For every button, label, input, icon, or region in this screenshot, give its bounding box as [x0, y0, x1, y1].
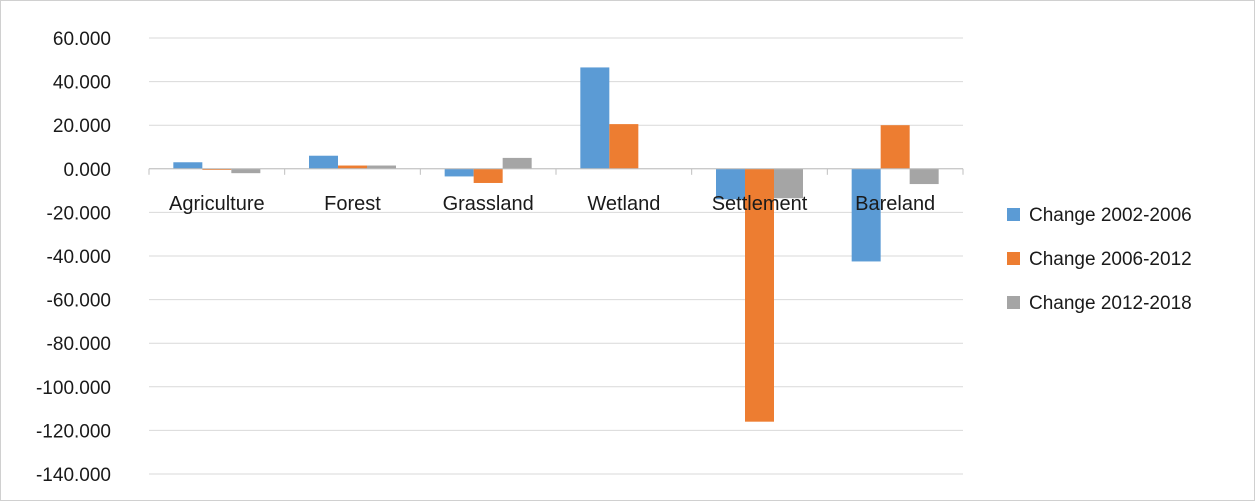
y-tick-label: 60.000 [53, 29, 111, 50]
category-label: Grassland [443, 193, 534, 215]
bar-forest-series-3 [367, 165, 396, 169]
bar-forest-series-2 [338, 165, 367, 169]
bars [173, 67, 939, 422]
y-tick-label: -120.000 [36, 421, 111, 442]
y-axis-tick-labels: 60.000 40.000 20.000 0.000 -20.000 -40.000 -60… [36, 29, 111, 486]
y-tick-label: -20.000 [47, 203, 111, 224]
bar-wetland-series-1 [580, 67, 610, 169]
y-tick-label: -60.000 [47, 291, 111, 312]
bar-bareland-series-2 [880, 125, 910, 169]
category-label: Wetland [587, 193, 660, 215]
y-tick-label: -80.000 [47, 334, 111, 355]
bar-agriculture-series-3 [231, 168, 261, 174]
y-tick-label: -140.000 [36, 465, 111, 486]
legend-swatch [1007, 252, 1020, 265]
gridlines [149, 37, 963, 475]
legend: Change 2002-2006 Change 2006-2012 Change 2… [1007, 205, 1192, 314]
legend-swatch [1007, 208, 1020, 221]
bar-bareland-series-3 [909, 168, 939, 185]
bar-settlement-series-3 [774, 168, 803, 199]
x-axis-category-labels: Agriculture Forest Grassland Wetland Settlem… [169, 193, 935, 215]
category-label: Agriculture [169, 193, 265, 215]
bar-grassland-series-2 [473, 168, 503, 183]
bar-grassland-series-1 [444, 168, 474, 177]
category-label: Forest [324, 193, 381, 215]
bar-settlement-series-2 [745, 168, 774, 422]
y-tick-label: 20.000 [53, 116, 111, 137]
y-tick-label: 40.000 [53, 73, 111, 94]
y-tick-label: -100.000 [36, 378, 111, 399]
bar-grassland-series-3 [502, 157, 532, 169]
legend-label: Change 2006-2012 [1029, 249, 1192, 270]
bar-forest-series-1 [309, 155, 338, 169]
bar-settlement-series-1 [716, 168, 745, 200]
legend-label: Change 2012-2018 [1029, 293, 1192, 314]
category-label: Settlement [712, 193, 808, 215]
x-axis [148, 168, 964, 175]
legend-swatch [1007, 296, 1020, 309]
y-tick-label: -40.000 [47, 247, 111, 268]
legend-label: Change 2002-2006 [1029, 205, 1192, 226]
category-label: Bareland [855, 193, 935, 215]
y-tick-label: 0.000 [63, 160, 111, 181]
bar-agriculture-series-1 [173, 162, 203, 169]
bar-wetland-series-2 [609, 124, 639, 169]
bar-agriculture-series-2 [202, 168, 232, 170]
bar-bareland-series-1 [851, 168, 881, 262]
